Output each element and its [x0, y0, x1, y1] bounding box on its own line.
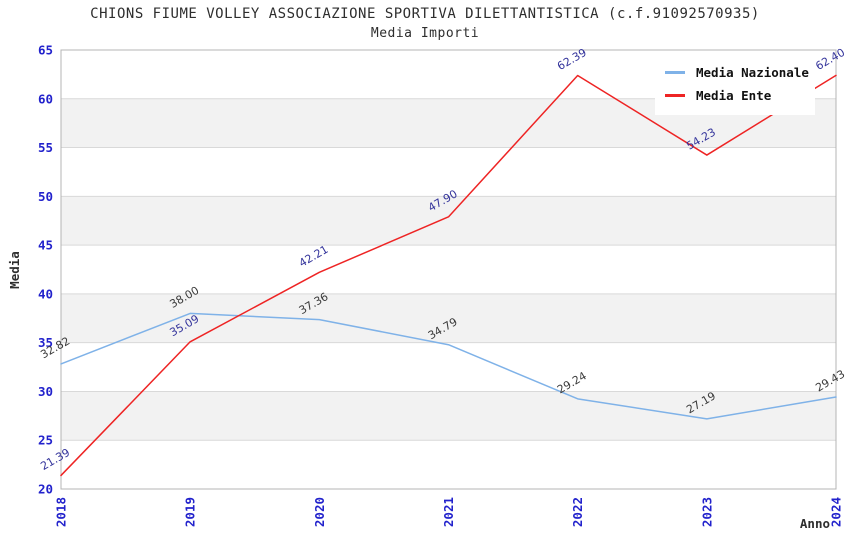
data-label: 29.43 [813, 367, 847, 394]
x-tick-label: 2023 [699, 497, 714, 527]
plot-band [61, 293, 836, 343]
data-label: 42.21 [297, 243, 331, 270]
legend-line-swatch-nazionale-icon [665, 71, 685, 74]
legend-item-media-nazionale: Media Nazionale [665, 61, 809, 84]
chart-title: CHIONS FIUME VOLLEY ASSOCIAZIONE SPORTIV… [90, 6, 760, 22]
y-axis-title: Media [7, 251, 22, 289]
y-tick-label: 45 [38, 238, 53, 253]
y-tick-label: 30 [38, 384, 53, 399]
y-tick-label: 55 [38, 140, 53, 155]
legend-line-swatch-ente-icon [665, 94, 685, 97]
plot-band [61, 391, 836, 441]
legend-item-media-ente: Media Ente [665, 84, 807, 107]
y-tick-label: 50 [38, 189, 53, 204]
y-tick-label: 60 [38, 91, 53, 106]
x-tick-label: 2024 [829, 497, 844, 527]
chart-subtitle: Media Importi [370, 26, 480, 41]
plot-band [61, 196, 836, 246]
series-line-media-nazionale [60, 312, 837, 420]
y-tick-label: 40 [38, 286, 53, 301]
plot-border [60, 49, 837, 490]
x-axis-title: Anno [800, 516, 830, 531]
y-tick-label: 65 [38, 43, 53, 58]
x-tick-label: 2022 [570, 497, 585, 527]
legend-label-media-ente: Media Ente [696, 88, 772, 103]
y-tick-label: 35 [38, 335, 53, 350]
y-tick-label: 20 [38, 482, 53, 497]
series-line-media-ente [60, 74, 837, 477]
x-tick-label: 2018 [54, 497, 69, 527]
legend: Media Nazionale Media Ente [655, 54, 815, 115]
y-tick-label: 25 [38, 433, 53, 448]
x-tick-label: 2020 [312, 497, 327, 527]
x-tick-label: 2019 [183, 497, 198, 527]
legend-label-media-nazionale: Media Nazionale [696, 65, 809, 80]
x-tick-label: 2021 [441, 497, 456, 527]
